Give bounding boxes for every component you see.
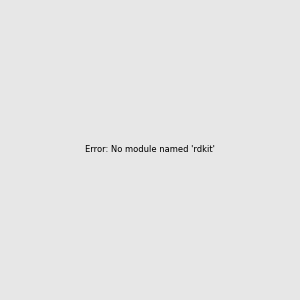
Text: Error: No module named 'rdkit': Error: No module named 'rdkit' bbox=[85, 146, 215, 154]
